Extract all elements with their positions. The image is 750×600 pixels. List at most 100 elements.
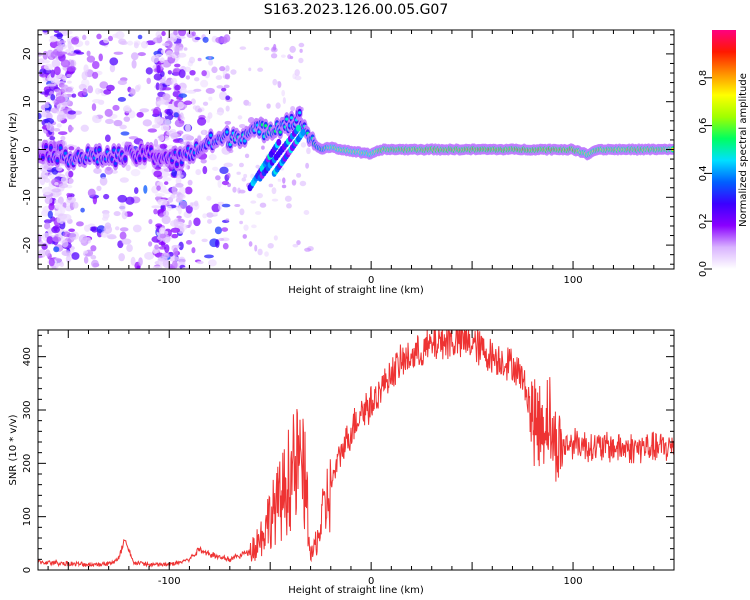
heatmap-noise-blob (90, 255, 97, 260)
heatmap-noise-blob (192, 105, 198, 110)
heatmap-noise-blob (184, 186, 193, 195)
heatmap-noise-blob (201, 70, 207, 77)
heatmap-noise-blob (201, 238, 208, 243)
heatmap-noise-blob (219, 166, 229, 175)
heatmap-noise-blob (106, 233, 117, 240)
colorbar-tick-label: 0.6 (698, 118, 709, 134)
heatmap-noise-blob (263, 46, 270, 51)
heatmap-noise-blob (143, 184, 148, 194)
heatmap-noise-blob (238, 162, 244, 168)
heatmap-noise-blob (184, 66, 191, 72)
heatmap-noise-blob (280, 167, 285, 171)
heatmap-noise-blob (89, 226, 97, 232)
heatmap-noise-blob (289, 45, 296, 53)
heatmap-noise-blob (86, 55, 96, 63)
heatmap-noise-blob (298, 57, 304, 64)
heatmap-noise-blob (83, 250, 89, 254)
heatmap-noise-blob (130, 169, 141, 177)
heatmap-ridge-core (123, 157, 127, 161)
heatmap-ridge-core (97, 148, 101, 152)
heatmap-noise-blob (38, 58, 43, 66)
heatmap-noise-blob (82, 88, 88, 96)
heatmap-noise-blob (119, 231, 127, 240)
heatmap-noise-blob (225, 105, 230, 112)
heatmap-noise-blob (272, 78, 278, 86)
heatmap-noise-blob (56, 45, 64, 52)
heatmap-noise-blob (159, 233, 166, 239)
y-tick-label: 300 (22, 400, 33, 419)
heatmap-noise-blob (281, 89, 286, 97)
heatmap-noise-blob (53, 127, 61, 132)
heatmap-noise-blob (155, 82, 160, 91)
heatmap-noise-blob (129, 88, 136, 96)
heatmap-ridge-core (63, 151, 68, 155)
heatmap-noise-blob (196, 260, 204, 265)
heatmap-noise-blob (193, 88, 202, 92)
heatmap-noise-blob (125, 164, 131, 172)
heatmap-branch-blob (300, 129, 306, 137)
heatmap-noise-blob (190, 229, 196, 235)
heatmap-noise-blob (68, 170, 74, 178)
heatmap-noise-blob (98, 53, 103, 62)
heatmap-noise-blob (241, 177, 247, 182)
heatmap-noise-blob (194, 36, 201, 41)
heatmap-noise-blob (78, 234, 88, 244)
heatmap-noise-blob (267, 242, 274, 249)
heatmap-noise-blob (114, 226, 120, 231)
colorbar-tick-label: 0.8 (698, 70, 709, 86)
heatmap-noise-blob (126, 244, 133, 253)
heatmap-noise-blob (195, 169, 202, 176)
heatmap-noise-blob (43, 222, 51, 230)
heatmap-noise-blob (171, 233, 179, 239)
heatmap-noise-blob (187, 179, 193, 186)
heatmap-noise-blob (225, 218, 230, 222)
heatmap-noise-blob (60, 135, 66, 141)
heatmap-noise-blob (91, 259, 99, 268)
heatmap-noise-blob (82, 34, 87, 41)
heatmap-noise-blob (185, 240, 193, 245)
heatmap-noise-blob (113, 119, 123, 127)
heatmap-noise-blob (161, 215, 171, 225)
heatmap-noise-blob (134, 85, 141, 92)
heatmap-noise-blob (68, 146, 75, 151)
heatmap-noise-blob (154, 166, 162, 170)
colorbar-tick-label: 0.2 (698, 213, 709, 229)
heatmap-noise-blob (103, 225, 113, 234)
heatmap-noise-blob (72, 201, 79, 209)
heatmap-noise-blob (157, 134, 165, 142)
heatmap-noise-blob (118, 253, 125, 262)
heatmap-noise-blob (171, 168, 177, 178)
heatmap-noise-blob (208, 96, 213, 101)
heatmap-noise-blob (266, 103, 271, 109)
heatmap-noise-blob (51, 265, 57, 269)
heatmap-noise-blob (181, 266, 192, 269)
heatmap-noise-blob (91, 60, 100, 70)
heatmap-noise-blob (173, 112, 179, 118)
heatmap-noise-blob (53, 88, 60, 93)
heatmap-noise-blob (185, 205, 193, 214)
heatmap-noise-blob (215, 75, 223, 80)
heatmap-noise-blob (50, 51, 58, 59)
heatmap-noise-blob (162, 93, 171, 101)
heatmap-noise-blob (284, 195, 292, 202)
heatmap-noise-blob (158, 82, 163, 92)
heatmap-noise-blob (224, 120, 232, 125)
heatmap-noise-blob (175, 182, 184, 188)
heatmap-noise-blob (178, 52, 187, 58)
heatmap-noise-blob (91, 103, 97, 111)
heatmap-noise-blob (71, 37, 80, 45)
heatmap-noise-blob (202, 36, 209, 43)
heatmap-noise-blob (230, 69, 237, 75)
heatmap-noise-blob (119, 203, 126, 212)
heatmap-noise-blob (206, 195, 212, 201)
heatmap-noise-blob (306, 147, 311, 155)
heatmap-noise-blob (184, 164, 188, 171)
heatmap-noise-blob (153, 170, 163, 178)
heatmap-noise-blob (173, 218, 179, 227)
heatmap-noise-blob (239, 46, 247, 50)
heatmap-noise-blob (207, 112, 213, 119)
heatmap-noise-blob (171, 260, 178, 269)
heatmap-noise-blob (58, 40, 66, 44)
heatmap-noise-blob (179, 223, 184, 229)
